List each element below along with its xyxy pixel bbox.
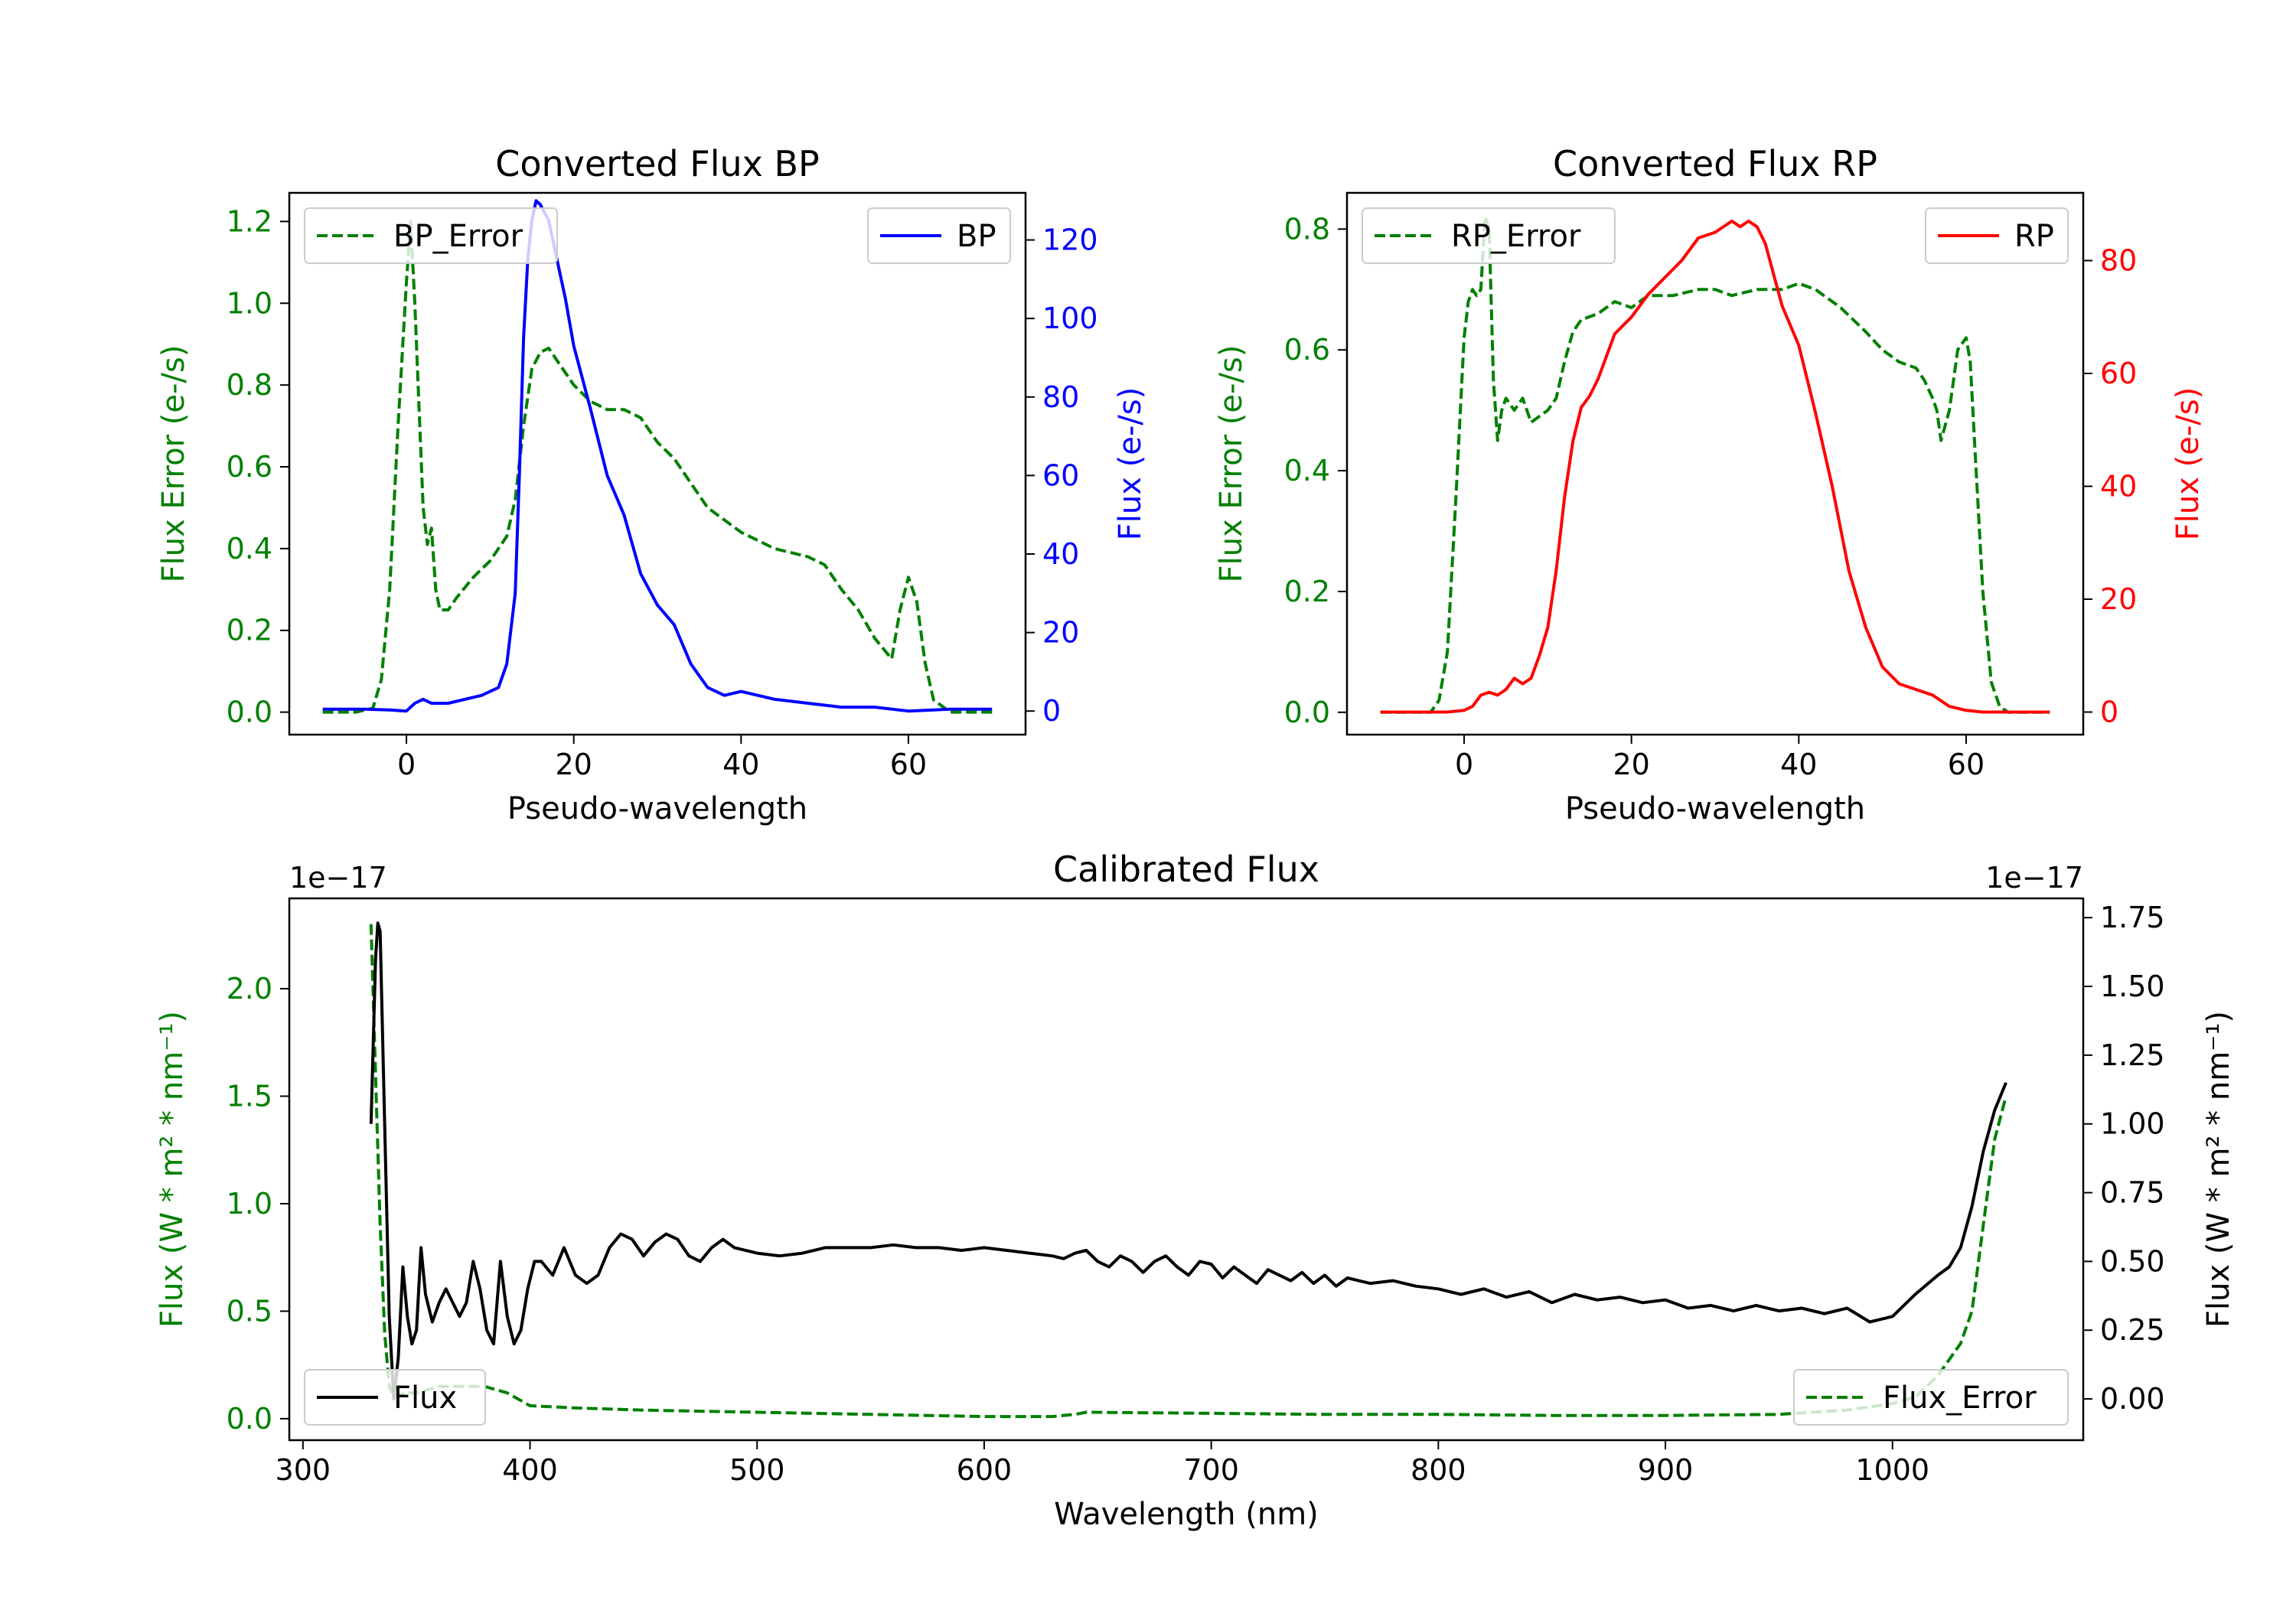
y-right-tick-label: 60 — [1042, 458, 1079, 492]
y-right-offset-text: 1e−17 — [1985, 861, 2083, 895]
series-line-rp — [1380, 219, 2050, 714]
chart-title: Converted Flux RP — [1553, 143, 1877, 184]
legend-box — [304, 207, 558, 264]
y-right-tick-label: 120 — [1042, 223, 1098, 257]
series-line-rp-error — [1380, 215, 2050, 714]
x-tick-label: 0 — [1455, 748, 1473, 781]
y-right-tick-label: 1.75 — [2100, 901, 2165, 934]
y-left-offset-text: 1e−17 — [289, 861, 387, 895]
chart-title: Converted Flux BP — [495, 143, 820, 184]
legend-flux-error: Flux_Error — [1793, 1369, 2069, 1426]
y-left-tick-label: 0.4 — [1284, 454, 1330, 487]
y-left-tick-label: 1.0 — [227, 286, 272, 320]
chart-converted-flux-bp: Converted Flux BP 0 20 40 60 Pseudo-wavelengt… — [156, 143, 1148, 826]
y-right-tick-label: 100 — [1042, 302, 1098, 335]
x-tick-label: 40 — [1780, 748, 1817, 781]
chart-converted-flux-rp: Converted Flux RP 0 20 40 60 Pseudo-wavelengt… — [1214, 143, 2206, 826]
x-tick-label: 300 — [276, 1453, 331, 1487]
y-left-axis-label: Flux Error (e-/s) — [156, 345, 191, 583]
x-tick-label: 60 — [890, 748, 927, 781]
y-right-tick-label: 0.75 — [2100, 1176, 2165, 1210]
y-right-tick-label: 1.50 — [2100, 970, 2165, 1003]
x-tick-label: 500 — [729, 1453, 785, 1487]
x-axis-label: Wavelength (nm) — [1054, 1497, 1319, 1532]
x-tick-label: 400 — [502, 1453, 558, 1487]
y-right-tick-label: 80 — [2100, 244, 2137, 278]
series-line-bp-error — [322, 220, 993, 714]
y-right-axis-label: Flux (e-/s) — [1113, 387, 1148, 540]
x-tick-label: 0 — [397, 748, 416, 781]
x-tick-label: 900 — [1638, 1453, 1694, 1487]
y-right-tick-label: 80 — [1042, 380, 1079, 414]
x-tick-label: 700 — [1183, 1453, 1239, 1487]
axes-frame — [1345, 191, 2085, 736]
y-left-tick-label: 1.2 — [227, 204, 272, 238]
x-tick-label: 20 — [1613, 748, 1650, 781]
y-right-tick-label: 0.50 — [2100, 1244, 2165, 1278]
y-right-tick-label: 0.00 — [2100, 1382, 2165, 1416]
y-right-tick-label: 60 — [2100, 357, 2137, 390]
y-left-tick-label: 0.2 — [1284, 575, 1330, 608]
y-right-tick-label: 0.25 — [2100, 1313, 2165, 1347]
y-right-tick-label: 40 — [1042, 537, 1079, 571]
legend-flux: Flux — [304, 1369, 486, 1426]
y-left-tick-label: 0.8 — [1284, 212, 1330, 246]
x-tick-label: 1000 — [1855, 1453, 1929, 1487]
y-left-tick-label: 0.8 — [227, 368, 272, 402]
y-left-tick-label: 0.6 — [1284, 333, 1330, 367]
y-left-tick-label: 0.0 — [227, 1402, 272, 1436]
axes-frame — [288, 897, 2085, 1442]
legend-box — [304, 1369, 486, 1426]
series-line-flux — [369, 921, 2007, 1401]
y-right-tick-label: 20 — [2100, 582, 2137, 616]
y-right-tick-label: 0 — [2100, 696, 2118, 729]
x-tick-label: 40 — [722, 748, 759, 781]
x-axis-label: Pseudo-wavelength — [507, 791, 807, 826]
axes-frame — [288, 191, 1027, 736]
y-left-axis-label: Flux Error (e-/s) — [1214, 345, 1249, 583]
legend-label: BP — [957, 219, 996, 254]
legend-bp: BP — [867, 207, 1011, 264]
y-right-tick-label: 1.00 — [2100, 1107, 2165, 1141]
y-left-axis-label: Flux (W * m² * nm⁻¹) — [155, 1011, 190, 1328]
x-tick-label: 800 — [1411, 1453, 1466, 1487]
legend-label: BP_Error — [393, 219, 523, 254]
y-left-tick-label: 0.0 — [227, 696, 272, 729]
y-left-tick-label: 2.0 — [227, 972, 272, 1006]
y-right-tick-label: 0 — [1042, 694, 1061, 728]
legend-label: RP — [2014, 219, 2054, 254]
y-right-tick-label: 20 — [1042, 616, 1079, 650]
x-axis-label: Pseudo-wavelength — [1565, 791, 1865, 826]
legend-box — [1362, 207, 1616, 264]
legend-box — [1793, 1369, 2069, 1426]
y-left-tick-label: 1.5 — [227, 1079, 272, 1113]
y-left-tick-label: 0.6 — [227, 450, 272, 484]
y-right-axis-label: Flux (W * m² * nm⁻¹) — [2201, 1011, 2236, 1328]
y-left-tick-label: 1.0 — [227, 1187, 272, 1221]
y-left-tick-label: 0.4 — [227, 532, 272, 566]
legend-rp-error: RP_Error — [1362, 207, 1616, 264]
legend-label: Flux_Error — [1883, 1380, 2037, 1416]
y-right-axis-label: Flux (e-/s) — [2170, 387, 2206, 540]
y-right-tick-label: 1.25 — [2100, 1038, 2165, 1072]
legend-bp-error: BP_Error — [304, 207, 558, 264]
y-left-tick-label: 0.0 — [1284, 696, 1330, 729]
x-tick-label: 600 — [957, 1453, 1013, 1487]
y-left-tick-label: 0.2 — [227, 614, 272, 647]
x-tick-label: 20 — [556, 748, 592, 781]
chart-title: Calibrated Flux — [1053, 849, 1319, 890]
legend-rp: RP — [1925, 207, 2069, 264]
legend-label: Flux — [393, 1380, 457, 1416]
chart-calibrated-flux: Calibrated Flux 300 400 500 600 700 800 900 1000… — [155, 849, 2236, 1532]
x-tick-label: 60 — [1948, 748, 1985, 781]
y-right-tick-label: 40 — [2100, 470, 2137, 504]
y-left-tick-label: 0.5 — [227, 1294, 272, 1328]
legend-label: RP_Error — [1451, 219, 1581, 254]
